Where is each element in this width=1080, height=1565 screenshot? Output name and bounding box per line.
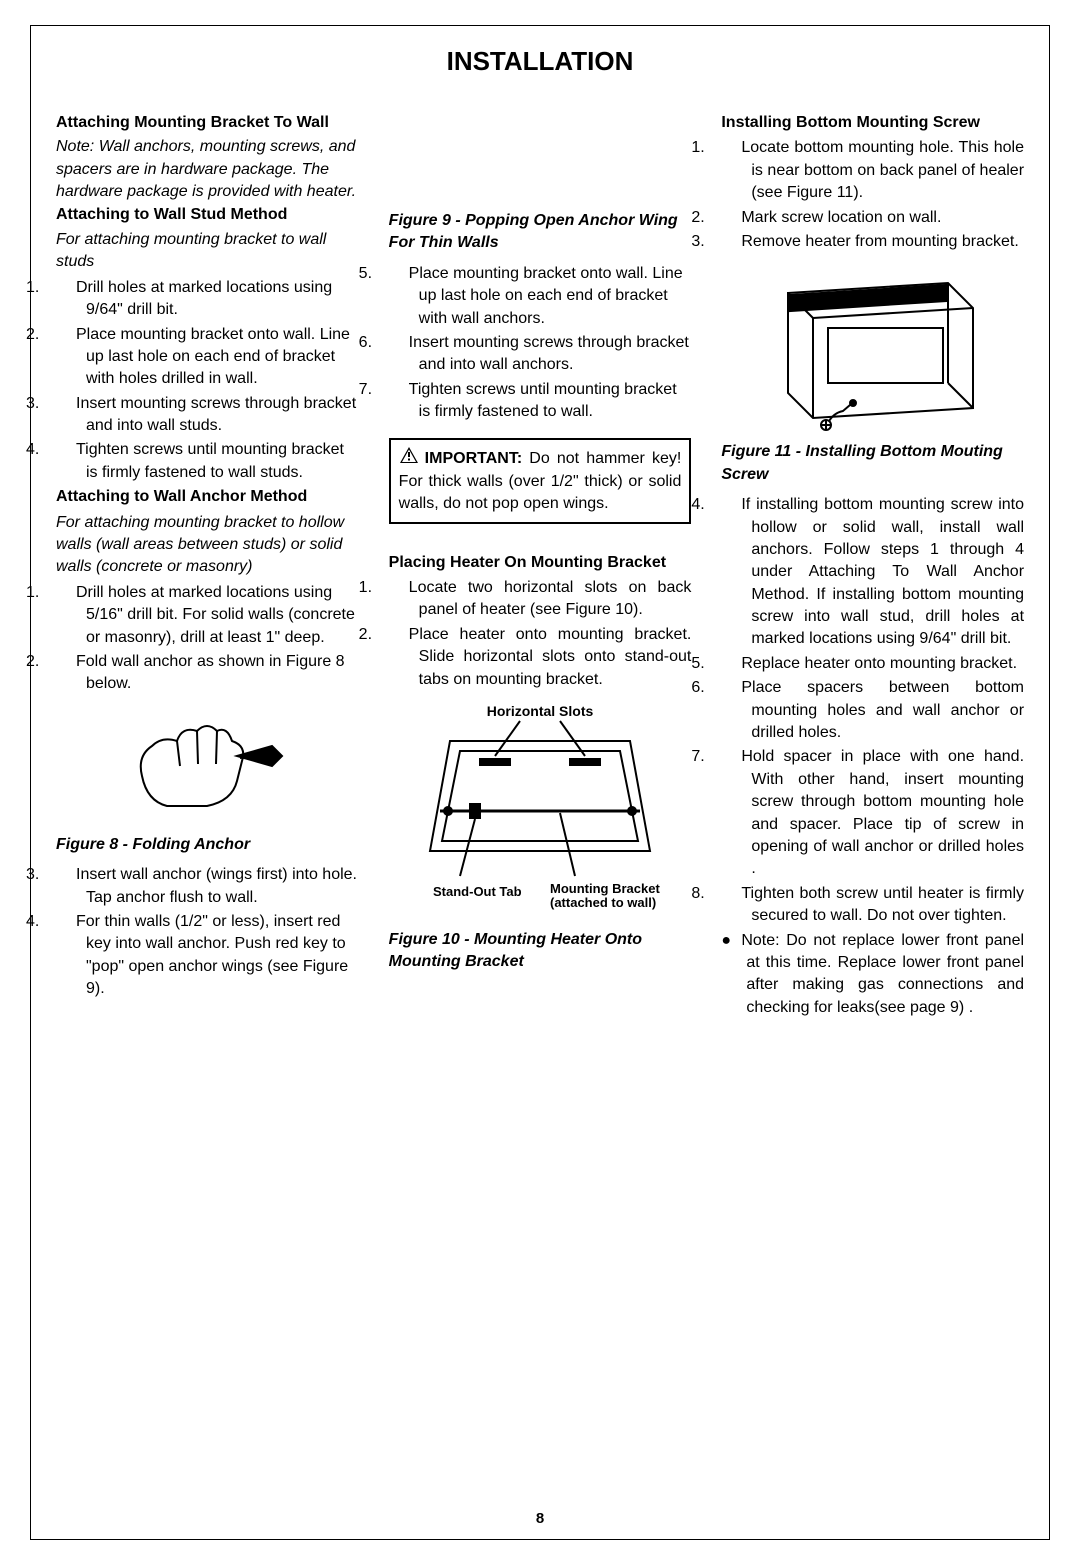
list-bottom-b: 4.If installing bottom mounting screw in… bbox=[721, 494, 1024, 927]
list-wall-stud: 1.Drill holes at marked locations using … bbox=[56, 277, 359, 485]
list-item: 3.Remove heater from mounting bracket. bbox=[721, 231, 1024, 253]
list-text: Mark screw location on wall. bbox=[741, 209, 941, 226]
list-item: 2.Place heater onto mounting bracket. Sl… bbox=[389, 624, 692, 691]
figure-8-svg bbox=[122, 706, 292, 826]
sub-stud-method: For attaching mounting bracket to wall s… bbox=[56, 229, 359, 274]
figure-8 bbox=[56, 706, 359, 826]
list-item: 2.Fold wall anchor as shown in Figure 8 … bbox=[56, 651, 359, 696]
list-text: Insert wall anchor (wings first) into ho… bbox=[76, 866, 357, 905]
list-item: 6.Place spacers between bottom mounting … bbox=[721, 677, 1024, 744]
list-item: 3.Insert mounting screws through bracket… bbox=[56, 393, 359, 438]
figure-10-caption: Figure 10 - Mounting Heater Onto Mountin… bbox=[389, 929, 692, 974]
content-columns: Attaching Mounting Bracket To Wall Note:… bbox=[56, 112, 1024, 1019]
list-item: 3.Insert wall anchor (wings first) into … bbox=[56, 864, 359, 909]
list-item: 2.Mark screw location on wall. bbox=[721, 207, 1024, 229]
list-text: Place heater onto mounting bracket. Slid… bbox=[409, 626, 692, 688]
heading-stud-method: Attaching to Wall Stud Method bbox=[56, 204, 359, 226]
heading-anchor-method: Attaching to Wall Anchor Method bbox=[56, 486, 359, 508]
list-text: Drill holes at marked locations using 5/… bbox=[76, 584, 355, 646]
list-item: 2.Place mounting bracket onto wall. Line… bbox=[56, 324, 359, 391]
list-text: Place mounting bracket onto wall. Line u… bbox=[409, 265, 683, 327]
list-text: Remove heater from mounting bracket. bbox=[741, 233, 1018, 250]
list-text: Locate two horizontal slots on back pane… bbox=[409, 579, 692, 618]
list-text: Tighten screws until mounting bracket is… bbox=[76, 441, 344, 480]
figure-11 bbox=[721, 263, 1024, 433]
bullet-note-list: Note: Do not replace lower front panel a… bbox=[721, 930, 1024, 1020]
heading-bottom-screw: Installing Bottom Mounting Screw bbox=[721, 112, 1024, 134]
list-text: Tighten both screw until heater is firml… bbox=[741, 885, 1024, 924]
list-text: Drill holes at marked locations using 9/… bbox=[76, 279, 332, 318]
list-item: 4.If installing bottom mounting screw in… bbox=[721, 494, 1024, 651]
list-text: Insert mounting screws through bracket a… bbox=[76, 395, 356, 434]
list-text: Fold wall anchor as shown in Figure 8 be… bbox=[76, 653, 345, 692]
list-text: Replace heater onto mounting bracket. bbox=[741, 655, 1017, 672]
list-item: 8.Tighten both screw until heater is fir… bbox=[721, 883, 1024, 928]
fig10-label-right-1: Mounting Bracket bbox=[550, 881, 660, 896]
list-bottom-a: 1.Locate bottom mounting hole. This hole… bbox=[721, 137, 1024, 253]
list-anchor-a: 1.Drill holes at marked locations using … bbox=[56, 582, 359, 696]
list-anchor-c: 5.Place mounting bracket onto wall. Line… bbox=[389, 263, 692, 424]
warning-icon bbox=[399, 446, 419, 471]
list-text: Insert mounting screws through bracket a… bbox=[409, 334, 689, 373]
note-hardware: Note: Wall anchors, mounting screws, and… bbox=[56, 136, 359, 203]
figure-11-svg bbox=[758, 263, 988, 433]
column-2: Figure 9 - Popping Open Anchor Wing For … bbox=[389, 112, 692, 1019]
sub-anchor-method: For attaching mounting bracket to hollow… bbox=[56, 512, 359, 579]
list-text: Hold spacer in place with one hand. With… bbox=[741, 748, 1024, 877]
important-box: IMPORTANT: Do not hammer key! For thick … bbox=[389, 438, 692, 524]
list-item: 4.For thin walls (1/2" or less), insert … bbox=[56, 911, 359, 1001]
column-3: Installing Bottom Mounting Screw 1.Locat… bbox=[721, 112, 1024, 1019]
bullet-text: Note: Do not replace lower front panel a… bbox=[741, 932, 1024, 1016]
page-number: 8 bbox=[31, 1510, 1049, 1527]
list-text: Locate bottom mounting hole. This hole i… bbox=[741, 139, 1024, 201]
list-text: If installing bottom mounting screw into… bbox=[741, 496, 1024, 647]
fig10-label-top: Horizontal Slots bbox=[487, 703, 594, 719]
heading-placing-heater: Placing Heater On Mounting Bracket bbox=[389, 552, 692, 574]
list-item: 1.Drill holes at marked locations using … bbox=[56, 277, 359, 322]
list-item: 6.Insert mounting screws through bracket… bbox=[389, 332, 692, 377]
figure-11-caption: Figure 11 - Installing Bottom Mouting Sc… bbox=[721, 441, 1024, 486]
list-text: For thin walls (1/2" or less), insert re… bbox=[76, 913, 348, 997]
fig10-label-right-2: (attached to wall) bbox=[550, 895, 656, 910]
list-item: 5.Replace heater onto mounting bracket. bbox=[721, 653, 1024, 675]
figure-10: Horizontal Slots bbox=[389, 701, 692, 921]
list-item: 7.Tighten screws until mounting bracket … bbox=[389, 379, 692, 424]
list-text: Tighten screws until mounting bracket is… bbox=[409, 381, 677, 420]
list-placing: 1.Locate two horizontal slots on back pa… bbox=[389, 577, 692, 691]
fig10-label-left: Stand-Out Tab bbox=[433, 884, 522, 899]
list-text: Place spacers between bottom mounting ho… bbox=[741, 679, 1024, 741]
bullet-note: Note: Do not replace lower front panel a… bbox=[721, 930, 1024, 1020]
page-frame: INSTALLATION Attaching Mounting Bracket … bbox=[30, 25, 1050, 1540]
list-item: 1.Locate bottom mounting hole. This hole… bbox=[721, 137, 1024, 204]
list-text: Place mounting bracket onto wall. Line u… bbox=[76, 326, 350, 388]
list-item: 1.Locate two horizontal slots on back pa… bbox=[389, 577, 692, 622]
figure-8-caption: Figure 8 - Folding Anchor bbox=[56, 834, 359, 856]
list-anchor-b: 3.Insert wall anchor (wings first) into … bbox=[56, 864, 359, 1000]
figure-9-caption: Figure 9 - Popping Open Anchor Wing For … bbox=[389, 210, 692, 255]
list-item: 7.Hold spacer in place with one hand. Wi… bbox=[721, 746, 1024, 880]
heading-attach-bracket: Attaching Mounting Bracket To Wall bbox=[56, 112, 359, 134]
list-item: 5.Place mounting bracket onto wall. Line… bbox=[389, 263, 692, 330]
important-label: IMPORTANT: bbox=[425, 449, 522, 466]
figure-10-svg: Horizontal Slots bbox=[400, 701, 680, 921]
list-item: 4.Tighten screws until mounting bracket … bbox=[56, 439, 359, 484]
column-1: Attaching Mounting Bracket To Wall Note:… bbox=[56, 112, 359, 1019]
page-title: INSTALLATION bbox=[56, 46, 1024, 77]
list-item: 1.Drill holes at marked locations using … bbox=[56, 582, 359, 649]
